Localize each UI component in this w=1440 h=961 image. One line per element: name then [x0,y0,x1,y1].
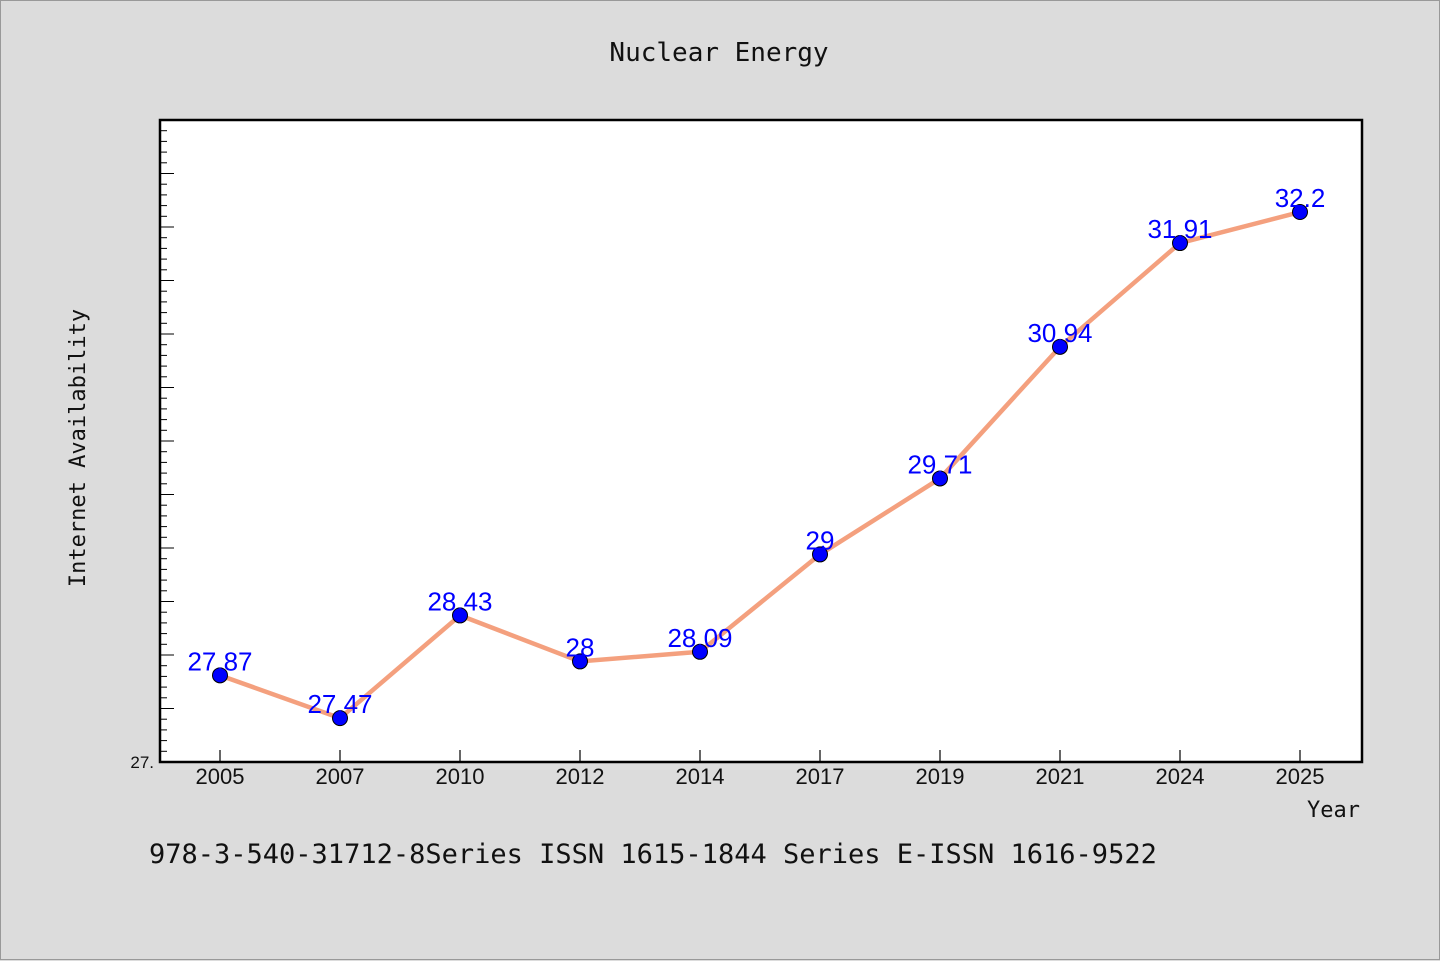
data-point [812,546,828,563]
data-point [1052,338,1068,355]
x-tick-label: 2021 [1036,764,1085,789]
data-point [1172,235,1188,252]
data-point [452,607,468,624]
x-tick-label: 2007 [316,764,365,789]
x-axis-label: Year [1307,798,1360,823]
data-label: 29 [806,525,835,555]
x-tick-label: 2012 [556,764,605,789]
data-label: 30.94 [1027,318,1092,348]
y-axis-label: Internet Availability [66,309,91,587]
data-point [572,653,588,670]
series-layer: 27.87 27.47 28.43 28 28.09 29 29.71 30.94 31.91 3… [187,183,1326,727]
data-label: 27.87 [187,646,252,676]
x-tick-label: 2019 [916,764,965,789]
x-tick-label: 2005 [196,764,245,789]
data-label: 31.91 [1147,214,1212,244]
footer-text: 978-3-540-31712-8Series ISSN 1615-1844 S… [149,839,1157,870]
data-label: 28.09 [667,623,732,653]
data-label: 28.43 [427,586,492,616]
data-label: 29.71 [907,449,972,479]
data-label: 32.2 [1275,183,1326,213]
data-label: 27.47 [307,689,372,719]
x-tick-label: 2024 [1156,764,1205,789]
data-point [1292,204,1308,221]
x-tick-label: 2017 [796,764,845,789]
data-point [332,710,348,727]
plot-area [158,118,1364,764]
x-tick-label: 2025 [1276,764,1325,789]
y-axis-ticks [160,130,174,763]
data-point [692,643,708,660]
series-line [219,209,1301,721]
chart-title: Nuclear Energy [609,38,828,68]
x-tick-label: 2010 [436,764,485,789]
data-point [932,470,948,487]
x-axis-ticks: 2005 2007 2010 2012 2014 2017 2019 2021 2024 2025 [196,750,1325,789]
y-tick-label: 27. [130,753,154,772]
x-tick-label: 2014 [676,764,725,789]
data-point [212,667,228,684]
data-label: 28 [566,632,595,662]
